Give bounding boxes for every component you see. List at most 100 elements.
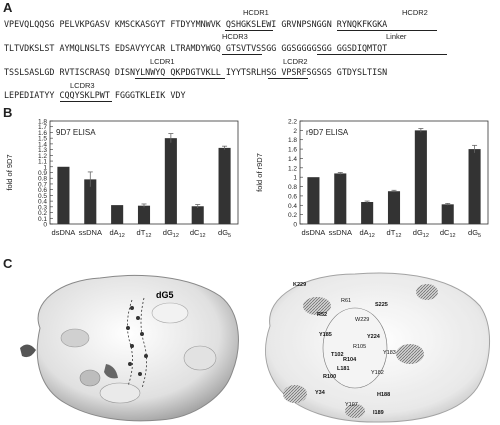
y-tick-label: 2 — [293, 128, 297, 135]
x-tick-label: dC12 — [440, 228, 456, 239]
lcdr3-underline — [60, 101, 112, 102]
panel-label-c: C — [3, 256, 13, 271]
lcdr1-underline — [135, 78, 225, 79]
bar — [218, 147, 231, 224]
y-tick-label: 0.2 — [288, 212, 297, 219]
hcdr3-underline — [222, 54, 262, 55]
y-tick-label: 2.2 — [288, 119, 297, 126]
x-tick-label: dG5 — [468, 228, 481, 239]
panel-label-a: A — [3, 0, 13, 15]
hcdr2-label: HCDR2 — [402, 8, 428, 17]
y-tick-label: 1.2 — [38, 153, 47, 160]
y-tick-label: 1.3 — [38, 147, 47, 154]
dg5-label: dG5 — [156, 290, 174, 300]
residue-label: Y107 — [345, 402, 358, 408]
residue-label: W229 — [355, 317, 369, 323]
sequence-line-2: TLTVDKSLST AYMQLNSLTS EDSAVYYCAR LTRAMDY… — [4, 43, 388, 53]
y-tick-label: 0.6 — [288, 193, 297, 200]
bar — [84, 179, 97, 224]
y-tick-label: 1 — [293, 175, 297, 182]
bar — [307, 177, 320, 224]
residue-label: H188 — [377, 392, 390, 398]
y-tick-label: 1 — [43, 164, 47, 171]
y-tick-label: 0 — [293, 222, 297, 229]
residue-label: Y224 — [367, 334, 381, 340]
residue-label: R104 — [343, 357, 357, 363]
y-tick-label: 1.4 — [38, 141, 47, 148]
y-tick-label: 1.8 — [288, 137, 297, 144]
y-tick-label: 0.5 — [38, 193, 47, 200]
y-tick-label: 1.6 — [38, 130, 47, 137]
hcdr1-label: HCDR1 — [243, 8, 269, 17]
residue-label: Y185 — [319, 332, 332, 338]
residue-label: R61 — [341, 298, 351, 304]
x-tick-label: dG12 — [413, 228, 429, 239]
y-tick-label: 0.3 — [38, 204, 47, 211]
bar — [387, 191, 401, 224]
y-tick-label: 1.2 — [288, 165, 297, 172]
residue-label: R105 — [353, 344, 366, 350]
elisa-chart-r9d7: r9D7 ELISA fold of r9D7 0 0.2 0.4 0.6 0.8 1 1.2 1… — [255, 119, 489, 239]
y-tick-label: 0.8 — [38, 176, 47, 183]
residue-label: S225 — [375, 302, 388, 308]
x-tick-label: ssDNA — [329, 228, 352, 237]
y-tick-label: 0.2 — [38, 210, 47, 217]
residue-label: T102 — [331, 352, 344, 358]
x-tick-label: dsDNA — [302, 228, 326, 237]
bar — [164, 138, 177, 224]
bar — [137, 205, 151, 224]
x-tick-label: dA12 — [109, 228, 124, 239]
y-tick-label: 0.8 — [288, 184, 297, 191]
residue-label: K229 — [293, 282, 306, 288]
protein-surface-left: dG5 — [20, 274, 239, 422]
bar — [441, 204, 454, 224]
y-tick-label: 0.9 — [38, 170, 47, 177]
lcdr3-label: LCDR3 — [70, 81, 95, 90]
y-tick-label: 0.4 — [38, 199, 47, 206]
y-tick-label: 0 — [43, 222, 47, 229]
lcdr2-label: LCDR2 — [283, 57, 308, 66]
sequence-line-4: LEPEDIATYY CQQYSKLPWT FGGGTKLEIK VDY — [4, 90, 186, 100]
dna-stick-model — [126, 297, 149, 389]
lcdr1-label: LCDR1 — [150, 57, 175, 66]
residue-label: Y183 — [383, 350, 396, 356]
x-tick-label: dT12 — [387, 228, 402, 239]
x-tick-label: ssDNA — [79, 228, 102, 237]
sequence-line-3: TSSLSASLGD RVTISCRASQ DISNYLNWYQ QKPDGTV… — [4, 67, 388, 77]
y-tick-label: 1.5 — [38, 136, 47, 143]
chart-title: r9D7 ELISA — [306, 128, 349, 137]
panel-label-b: B — [3, 105, 13, 120]
y-tick-label: 0.4 — [288, 203, 297, 210]
bar — [111, 205, 124, 224]
bar — [361, 201, 374, 224]
bar — [334, 173, 347, 224]
hcdr2-underline — [337, 30, 437, 31]
x-tick-label: dsDNA — [52, 228, 76, 237]
residue-label: L181 — [337, 366, 350, 372]
y-tick-label: 1.1 — [38, 159, 47, 166]
x-tick-label: dC12 — [190, 228, 206, 239]
y-tick-label: 1.8 — [38, 119, 47, 126]
bar — [468, 149, 481, 224]
y-tick-label: 0.1 — [38, 216, 47, 223]
residue-label: R100 — [323, 374, 336, 380]
x-tick-label: dT12 — [137, 228, 152, 239]
x-tick-label: dA12 — [359, 228, 374, 239]
y-tick-label: 0.6 — [38, 187, 47, 194]
bar — [191, 206, 204, 224]
hcdr3-label: HCDR3 — [222, 32, 248, 41]
x-tick-label: dG12 — [163, 228, 179, 239]
residue-label: I189 — [373, 410, 384, 416]
hcdr1-underline — [225, 30, 273, 31]
linker-label: Linker — [386, 32, 407, 41]
x-tick-label: dG5 — [218, 228, 231, 239]
y-tick-label: 1.6 — [288, 147, 297, 154]
y-axis-label: fold of 9D7 — [5, 154, 14, 190]
y-tick-label: 0.7 — [38, 181, 47, 188]
linker-underline — [317, 54, 447, 55]
bar — [414, 130, 427, 224]
y-tick-label: 1.7 — [38, 124, 47, 131]
y-tick-label: 1.4 — [288, 156, 297, 163]
chart-title: 9D7 ELISA — [56, 128, 96, 137]
